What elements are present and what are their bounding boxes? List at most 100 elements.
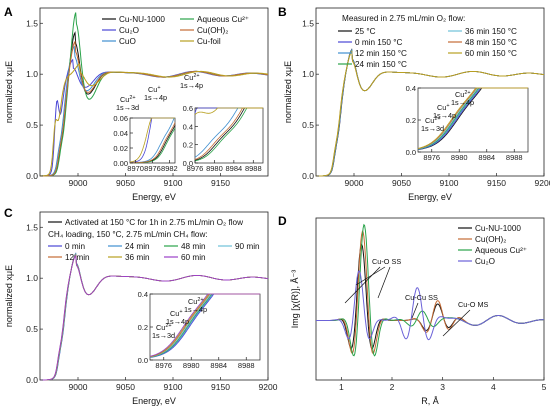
legend-entry: Aqueous Cu²⁺ xyxy=(475,246,527,255)
panel-b-xanes-o2-activation: 9000 9050 9100 9150 9200 0.0 0.5 1.0 1.5 Energy, … xyxy=(283,7,550,202)
legend-entry: 48 min xyxy=(181,242,206,251)
x-tick-label: 8976 xyxy=(423,153,440,162)
annotation-element: Cu xyxy=(188,297,197,306)
annotation-charge: 2+ xyxy=(193,73,199,79)
annotation-label: Cu-O MS xyxy=(458,300,489,309)
annotation-transition: 1s→4p xyxy=(433,111,456,120)
plot-frame xyxy=(315,217,545,381)
annotation-label: Cu-O SS xyxy=(372,257,401,266)
y-tick-label: 0.6 xyxy=(183,104,193,113)
y-tick-label: 0.5 xyxy=(26,324,38,334)
annotation-label: Cu2+ xyxy=(184,73,200,82)
annotation-label: Cu2+ xyxy=(120,95,136,104)
legend-entry: Cu(OH)₂ xyxy=(475,235,506,244)
y-tick-label: 0.04 xyxy=(113,129,128,138)
x-axis-label: Energy, eV xyxy=(132,396,176,406)
y-tick-label: 0.02 xyxy=(113,144,128,153)
legend-title: Activated at 150 °C for 1h in 2.75 mL/mi… xyxy=(65,218,243,227)
annotation-charge: 2+ xyxy=(197,297,203,303)
plot-frame xyxy=(39,7,269,177)
annotation-transition: 1s→3d xyxy=(421,124,444,133)
x-tick-label: 9100 xyxy=(164,382,183,392)
x-tick-label: 8988 xyxy=(506,153,523,162)
y-tick-label: 0.2 xyxy=(406,116,416,125)
series-line xyxy=(316,50,545,177)
x-tick-label: 8982 xyxy=(161,164,178,173)
y-tick-label: 1.5 xyxy=(26,222,38,232)
inset-series-line xyxy=(417,87,528,149)
panel-letter-b: B xyxy=(278,5,287,19)
x-tick-label: 8988 xyxy=(245,164,262,173)
annotation-arrow xyxy=(377,266,391,299)
y-tick-label: 0.4 xyxy=(406,84,416,93)
y-tick-label: 0.0 xyxy=(302,171,314,181)
y-axis-label: normalized xμE xyxy=(4,61,14,123)
annotation-element: Cu xyxy=(120,95,129,104)
y-tick-label: 0.00 xyxy=(113,159,128,168)
x-tick-label: 8980 xyxy=(451,153,468,162)
legend-entry: 48 min 150 °C xyxy=(465,38,517,47)
x-tick-label: 1 xyxy=(339,382,344,392)
annotation-arrow xyxy=(442,309,471,337)
x-tick-label: 9050 xyxy=(116,382,135,392)
x-tick-label: 9000 xyxy=(345,178,364,188)
annotation-label: Cu+ xyxy=(148,85,161,94)
x-tick-label: 8984 xyxy=(210,361,227,370)
y-tick-label: 1.5 xyxy=(26,18,38,28)
y-axis-label: normalized xμE xyxy=(4,265,14,327)
legend-entry: Cu-NU-1000 xyxy=(119,15,165,24)
x-tick-label: 8984 xyxy=(226,164,243,173)
y-tick-label: 1.0 xyxy=(26,273,38,283)
legend-entry: CuO xyxy=(119,37,136,46)
x-tick-label: 8970 xyxy=(127,164,144,173)
legend-entry: Cu-foil xyxy=(197,37,221,46)
inset-frame xyxy=(129,117,176,164)
legend-entry: 24 min 150 °C xyxy=(355,60,407,69)
x-axis-label: Energy, eV xyxy=(408,192,452,202)
x-tick-label: 9000 xyxy=(69,382,88,392)
x-tick-label: 9150 xyxy=(211,178,230,188)
x-tick-label: 4 xyxy=(491,382,496,392)
x-tick-label: 3 xyxy=(440,382,445,392)
x-tick-label: 9000 xyxy=(69,178,88,188)
annotation-arrow xyxy=(355,266,386,286)
panel-a-xanes-references: 9000 9050 9100 9150 0.0 0.5 1.0 1.5 Energy, eV no… xyxy=(4,7,269,202)
annotation-label: Cu2+ xyxy=(188,297,204,306)
x-tick-label: 8980 xyxy=(183,361,200,370)
legend-entry: 36 min xyxy=(125,253,150,262)
legend-subtitle: CH₄ loading, 150 °C, 2.75 mL/min CH₄ flo… xyxy=(48,230,208,239)
y-tick-label: 1.5 xyxy=(302,18,314,28)
legend-entry: Cu₂O xyxy=(119,26,139,35)
legend-entry: Cu-NU-1000 xyxy=(475,224,521,233)
annotation-charge: 2+ xyxy=(129,95,135,101)
x-axis-label: R, Å xyxy=(421,396,439,406)
y-tick-label: 0.4 xyxy=(138,290,148,299)
annotation-element: Cu xyxy=(455,90,464,99)
panel-d-exafs-imaginary: 1 2 3 4 5 R, Å Img [χ(R)], Å⁻³ Cu-NU-1000 Cu(OH)… xyxy=(290,217,547,406)
annotation-transition: 1s→4p xyxy=(144,93,167,102)
legend-entry: 12 min xyxy=(65,253,90,262)
annotation-charge: + xyxy=(446,103,449,109)
y-tick-label: 0.0 xyxy=(183,159,193,168)
legend-entry: 60 min xyxy=(181,253,206,262)
series-line xyxy=(40,254,269,381)
y-tick-label: 0.0 xyxy=(406,148,416,157)
legend-entry: 0 min 150 °C xyxy=(355,38,403,47)
annotation-label: Cu+ xyxy=(437,103,450,112)
annotation-label: Cu2+ xyxy=(425,116,441,125)
annotation-arrow xyxy=(344,266,381,304)
annotation-label: Cu-Cu SS xyxy=(405,293,438,302)
annotation-element: Cu xyxy=(170,309,179,318)
legend-entry: 60 min 150 °C xyxy=(465,49,517,58)
x-tick-label: 8976 xyxy=(144,164,161,173)
y-tick-label: 1.0 xyxy=(302,69,314,79)
legend-entry: 0 min xyxy=(65,242,85,251)
panel-c-xanes-ch4-loading: 9000 9050 9100 9150 9200 0.0 0.5 1.0 1.5 Energy, … xyxy=(4,211,278,406)
y-tick-label: 0.4 xyxy=(183,122,193,131)
panel-letter-d: D xyxy=(278,214,287,228)
x-tick-label: 9200 xyxy=(535,178,550,188)
x-tick-label: 9100 xyxy=(164,178,183,188)
y-tick-label: 0.5 xyxy=(302,120,314,130)
inset-series-line xyxy=(194,107,263,115)
